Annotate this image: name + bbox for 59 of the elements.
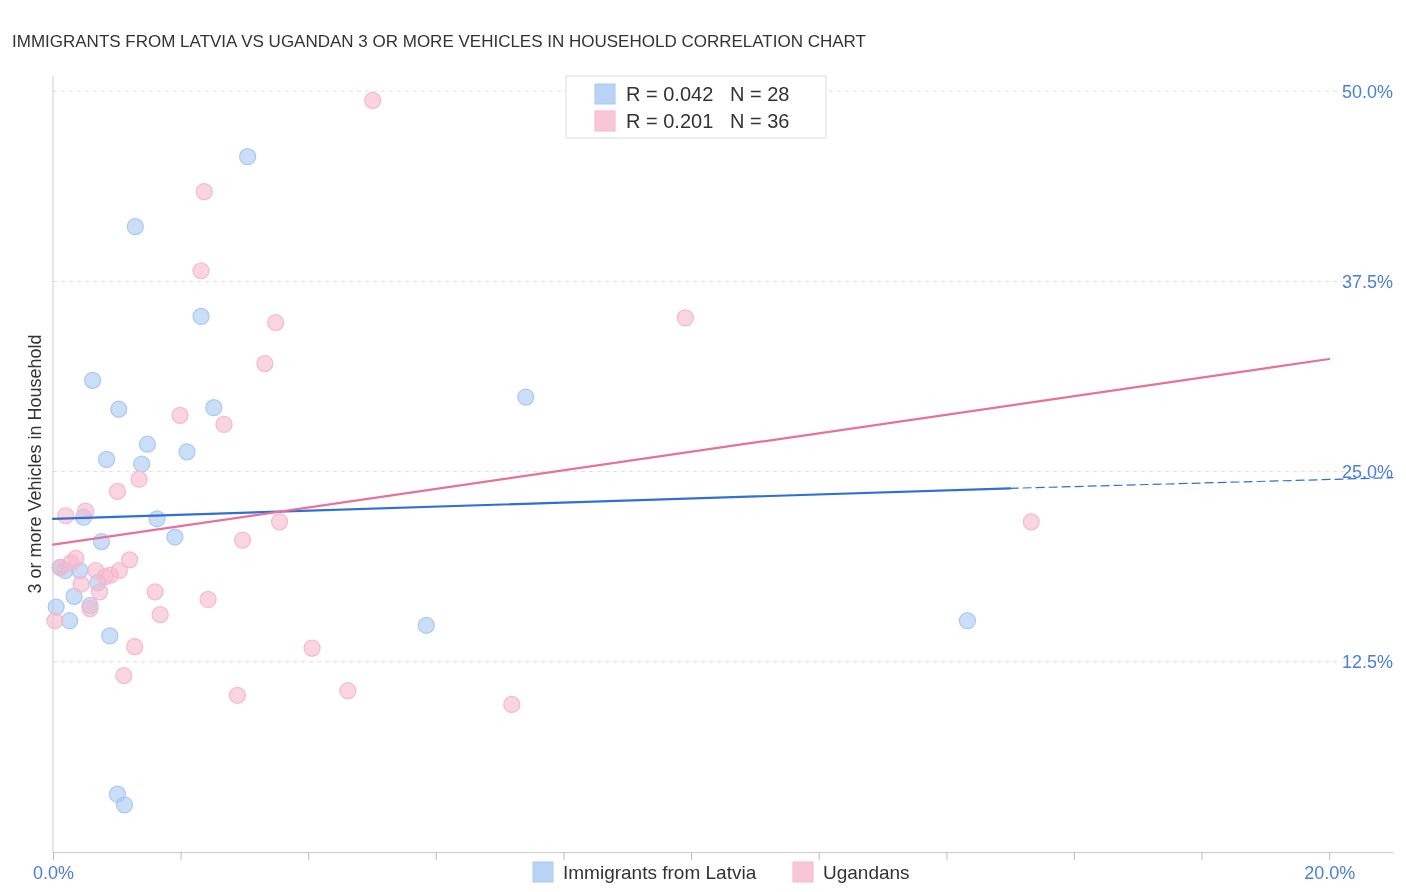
x-tick-label: 20.0% <box>1304 862 1356 883</box>
point <box>138 435 157 453</box>
point <box>199 590 217 609</box>
point <box>72 575 90 593</box>
point <box>503 695 521 714</box>
y-tick-label: 37.5% <box>1341 271 1393 292</box>
chart-title: IMMIGRANTS FROM LATVIA VS UGANDAN 3 OR MORE VEHICLES IN HOUSEHOLD CORRELATION CHART <box>12 32 866 51</box>
point <box>101 627 119 645</box>
point <box>110 400 128 418</box>
stats-legend-box: R = 0.042 N = 28 R = 0.201 N = 36 <box>565 75 827 139</box>
point <box>270 513 289 531</box>
y-tick-label: 50.0% <box>1341 81 1393 102</box>
point <box>267 313 285 332</box>
y-tick-label: 25.0% <box>1341 461 1393 482</box>
point <box>958 612 976 630</box>
point <box>178 443 196 461</box>
point <box>303 639 321 657</box>
legend-label: Ugandans <box>823 861 910 883</box>
point <box>171 406 189 424</box>
point <box>83 371 102 389</box>
point <box>101 566 120 584</box>
point <box>215 415 233 434</box>
point <box>192 262 210 280</box>
point <box>115 796 134 814</box>
point <box>151 606 169 624</box>
point <box>126 637 144 656</box>
point <box>115 666 133 685</box>
point <box>339 682 357 700</box>
y-tick-label: 12.5% <box>1341 652 1393 673</box>
legend-label: Immigrants from Latvia <box>563 861 757 883</box>
point <box>1022 513 1040 531</box>
point <box>90 583 109 601</box>
point <box>256 354 274 373</box>
point <box>65 587 83 605</box>
point <box>98 450 116 469</box>
point <box>205 399 223 417</box>
point <box>130 470 148 488</box>
point <box>228 686 247 704</box>
point <box>76 502 95 520</box>
point <box>233 531 252 549</box>
point <box>517 388 535 406</box>
point <box>166 528 184 546</box>
point <box>120 551 139 569</box>
point <box>108 482 127 500</box>
annotation: R = 0.042 N = 28 <box>626 83 790 105</box>
x-tick-label: 0.0% <box>32 862 75 883</box>
point <box>133 455 151 473</box>
point <box>676 309 694 327</box>
point <box>239 148 257 166</box>
point <box>417 616 435 634</box>
point <box>126 218 144 236</box>
point <box>146 583 164 601</box>
point <box>364 91 382 109</box>
point <box>46 612 64 630</box>
point <box>60 612 79 630</box>
annotation: R = 0.201 N = 36 <box>626 110 790 132</box>
point <box>192 307 210 326</box>
point <box>195 183 213 201</box>
y-axis-title: 3 or more Vehicles in Household <box>25 334 45 594</box>
